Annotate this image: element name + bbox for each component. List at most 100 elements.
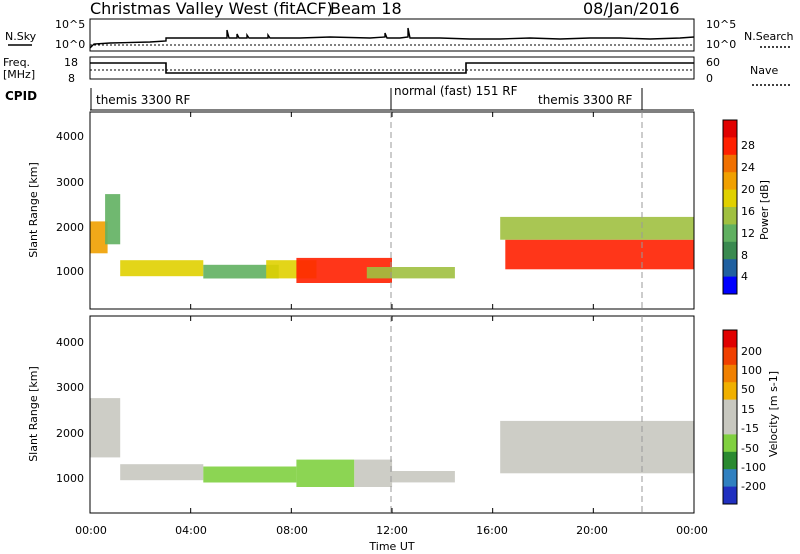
power-ytick-4000: 4000 [56,130,84,143]
noise-left-tick-high: 10^5 [55,18,85,31]
power-cb-tick-4: 4 [741,270,748,283]
colorbar-swatch-2 [723,364,737,383]
heatmap-region-0 [90,398,121,458]
heatmap-region-7 [505,239,695,270]
colorbar-swatch-9 [723,276,737,295]
heatmap-region-6 [366,267,455,279]
colorbar-swatch-9 [723,486,737,505]
nave-right-tick-high: 60 [706,56,720,69]
heatmap-region-8 [500,216,694,240]
x-tick-3: 12:00 [376,524,408,537]
colorbar-swatch-0 [723,120,737,138]
noise-left-tick-low: 10^0 [55,38,85,51]
power-cb-tick-16: 16 [741,205,755,218]
x-axis-ticks [89,112,695,513]
power-colorbar [723,120,737,295]
heatmap-region-0 [90,221,108,254]
colorbar-swatch-5 [723,417,737,435]
heatmap-region-1 [120,464,204,481]
x-axis-label: Time UT [368,540,414,553]
colorbar-swatch-3 [723,382,737,401]
colorbar-swatch-0 [723,330,737,348]
colorbar-swatch-7 [723,241,737,260]
radar-title: Christmas Valley West (fitACF) [90,0,333,18]
velocity-cb-tick-neg100: -100 [741,461,766,474]
x-tick-6: 00:00 [676,524,708,537]
power-colorbar-label: Power [dB] [758,180,771,240]
noise-panel-frame [89,18,695,52]
velocity-ytick-3000: 3000 [56,381,84,394]
x-tick-1: 04:00 [175,524,207,537]
heatmap-region-1 [105,194,121,245]
heatmap-region-3 [296,459,355,487]
noise-right-tick-low: 10^0 [706,38,736,51]
colorbar-swatch-1 [723,347,737,366]
colorbar-swatch-4 [723,189,737,208]
velocity-cb-tick-15: 15 [741,403,755,416]
velocity-cb-tick-200: 200 [741,345,762,358]
power-cb-tick-12: 12 [741,227,755,240]
power-ytick-2000: 2000 [56,221,84,234]
velocity-ylabel: Slant Range [km] [27,366,40,462]
power-cb-tick-28: 28 [741,139,755,152]
colorbar-swatch-2 [723,154,737,173]
heatmap-region-4 [354,459,393,487]
velocity-colorbar-frame [722,329,738,505]
heatmap-region-3 [203,264,279,279]
noise-search-label: N.Search [744,30,794,43]
heatmap-region-5 [392,471,455,483]
power-cb-tick-20: 20 [741,183,755,196]
heatmap-region-6 [500,420,694,474]
velocity-cb-tick-100: 100 [741,364,762,377]
colorbar-swatch-4 [723,399,737,418]
velocity-ytick-2000: 2000 [56,427,84,440]
noise-right-tick-high: 10^5 [706,18,736,31]
cpid-label: CPID [5,89,37,103]
colorbar-swatch-6 [723,434,737,453]
power-cb-tick-24: 24 [741,161,755,174]
velocity-heatmap [90,398,694,487]
cpid-segment-3: themis 3300 RF [538,93,632,107]
nave-label: Nave [750,64,778,77]
x-tick-2: 08:00 [276,524,308,537]
freq-label-1: Freq. [3,56,30,69]
colorbar-swatch-6 [723,224,737,243]
cpid-segment-2: normal (fast) 151 RF [394,84,518,98]
velocity-cb-tick-neg50: -50 [741,442,759,455]
power-heatmap [90,194,695,283]
x-tick-4: 16:00 [476,524,508,537]
velocity-colorbar-label: Velocity [m s-1] [767,371,780,457]
x-tick-0: 00:00 [75,524,107,537]
velocity-cb-tick-neg15: -15 [741,422,759,435]
velocity-ytick-1000: 1000 [56,472,84,485]
freq-left-tick-high: 18 [64,56,78,69]
colorbar-swatch-8 [723,469,737,488]
freq-panel-frame [89,56,695,80]
beam-label: Beam 18 [330,0,402,18]
x-tick-5: 20:00 [576,524,608,537]
colorbar-swatch-1 [723,137,737,156]
velocity-cb-tick-50: 50 [741,383,755,396]
power-ytick-3000: 3000 [56,176,84,189]
velocity-cb-tick-neg200: -200 [741,480,766,493]
power-cb-tick-8: 8 [741,249,748,262]
velocity-colorbar [723,330,737,505]
colorbar-swatch-7 [723,451,737,470]
velocity-ytick-4000: 4000 [56,336,84,349]
power-colorbar-frame [722,119,738,295]
noise-sky-trace [89,27,695,49]
noise-sky-label: N.Sky [5,30,37,43]
colorbar-swatch-5 [723,207,737,225]
power-ylabel: Slant Range [km] [27,162,40,258]
heatmap-region-2 [203,466,297,483]
power-ytick-1000: 1000 [56,265,84,278]
cpid-segment-1: themis 3300 RF [96,93,190,107]
colorbar-swatch-8 [723,259,737,278]
date-label: 08/Jan/2016 [583,0,680,18]
nave-right-tick-low: 0 [706,72,713,85]
colorbar-swatch-3 [723,172,737,191]
freq-label-2: [MHz] [3,68,35,81]
freq-left-tick-low: 8 [68,72,75,85]
freq-trace [90,62,694,74]
